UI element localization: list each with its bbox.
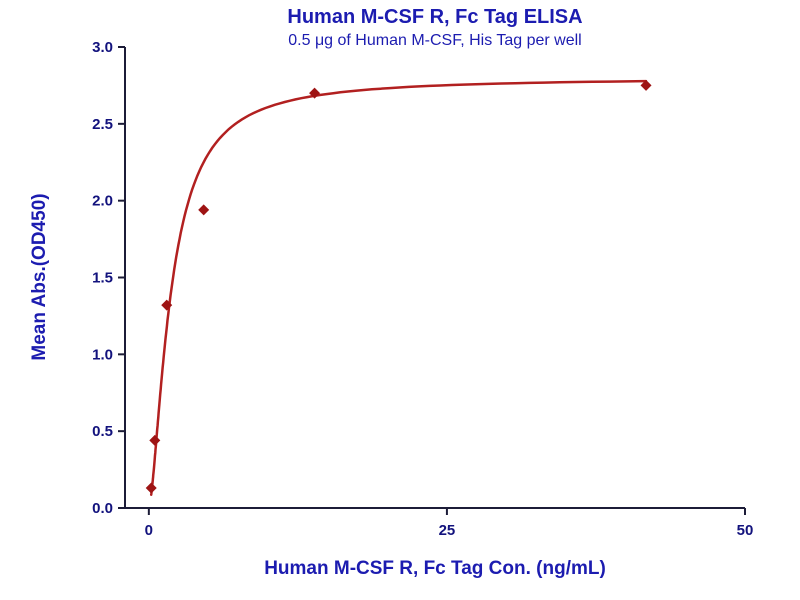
data-point bbox=[198, 204, 210, 216]
x-tick-label: 50 bbox=[737, 522, 754, 539]
y-tick-label: 0.0 bbox=[92, 500, 113, 517]
data-point bbox=[145, 482, 157, 494]
y-tick-label: 1.0 bbox=[92, 346, 113, 363]
data-point bbox=[640, 79, 652, 91]
x-tick-label: 0 bbox=[145, 522, 153, 539]
y-tick-label: 0.5 bbox=[92, 423, 113, 440]
data-point bbox=[309, 87, 321, 99]
y-tick-label: 2.0 bbox=[92, 193, 113, 210]
fit-curve bbox=[149, 79, 648, 496]
chart-subtitle: 0.5 μg of Human M-CSF, His Tag per well bbox=[288, 32, 582, 49]
chart-title: Human M-CSF R, Fc Tag ELISA bbox=[287, 6, 583, 28]
y-axis-label: Mean Abs.(OD450) bbox=[29, 193, 50, 361]
y-tick-label: 1.5 bbox=[92, 270, 113, 287]
data-point bbox=[161, 299, 173, 311]
data-point bbox=[149, 434, 161, 446]
y-tick-label: 2.5 bbox=[92, 116, 113, 133]
y-tick-label: 3.0 bbox=[92, 39, 113, 56]
x-axis-label: Human M-CSF R, Fc Tag Con. (ng/mL) bbox=[264, 558, 606, 579]
x-tick-label: 25 bbox=[439, 522, 456, 539]
